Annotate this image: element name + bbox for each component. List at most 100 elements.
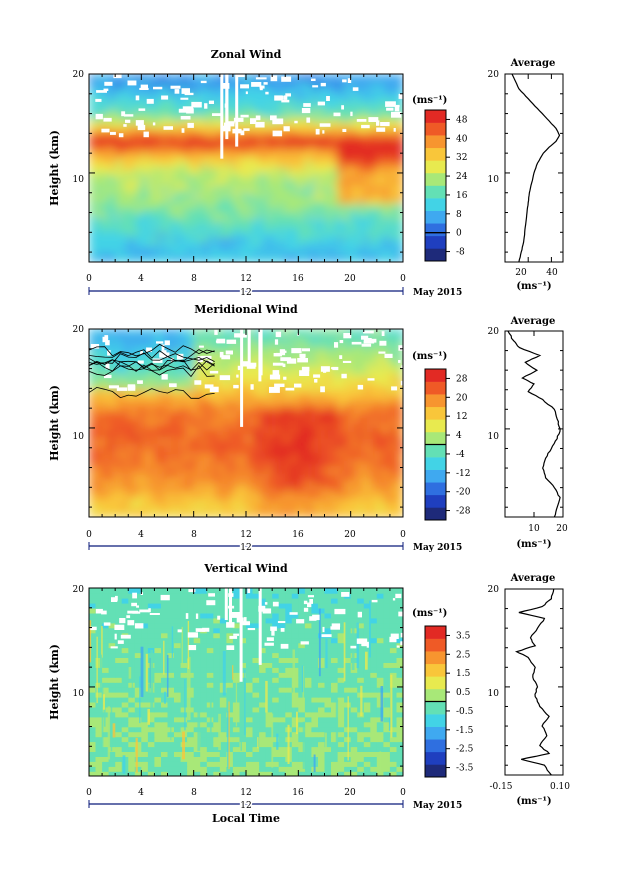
heatmap-cell	[389, 716, 398, 723]
heatmap-cell	[200, 108, 208, 115]
heatmap-cell	[200, 212, 208, 219]
heatmap-cell	[193, 329, 201, 335]
data-gap	[301, 366, 310, 372]
colorbar-swatch	[425, 457, 446, 470]
heatmap-cell	[141, 197, 149, 204]
heatmap-cell	[108, 212, 116, 219]
heatmap-cell	[226, 153, 234, 159]
heatmap-cell	[141, 148, 149, 154]
heatmap-cell	[167, 257, 175, 262]
heatmap-cell	[370, 363, 378, 370]
heatmap-cell	[318, 731, 326, 738]
heatmap-cell	[324, 83, 332, 90]
heatmap-cell	[389, 252, 398, 258]
heatmap-cell	[350, 457, 358, 464]
heatmap-cell	[226, 512, 234, 517]
heatmap-cell	[89, 163, 97, 169]
heatmap-cell	[108, 437, 116, 444]
heatmap-cell	[389, 403, 398, 409]
heatmap-cell	[141, 761, 149, 767]
heatmap-cell	[147, 217, 156, 224]
heatmap-cell	[383, 482, 391, 489]
heatmap-cell	[324, 482, 332, 489]
heatmap-cell	[154, 232, 162, 238]
heatmap-cell	[311, 741, 319, 748]
heatmap-cell	[193, 222, 201, 229]
colorbar-tick-label: 48	[456, 115, 468, 125]
heatmap-cell	[121, 222, 129, 229]
heatmap-cell	[311, 232, 319, 238]
heatmap-cell	[324, 108, 332, 115]
heatmap-cell	[232, 502, 241, 508]
heatmap-cell	[265, 363, 273, 370]
heatmap-cell	[337, 232, 345, 238]
heatmap-cell	[298, 487, 306, 493]
heatmap-cell	[376, 118, 385, 125]
heatmap-cell	[350, 197, 358, 204]
heatmap-cell	[95, 123, 103, 130]
heatmap-cell	[318, 442, 326, 449]
heatmap-cell	[331, 187, 339, 194]
heatmap-cell	[383, 108, 391, 115]
heatmap-cell	[239, 437, 247, 444]
heatmap-cell	[226, 502, 234, 508]
heatmap-cell	[396, 158, 403, 164]
heatmap-cell	[291, 202, 300, 209]
heatmap-cell	[370, 388, 378, 395]
heatmap-cell	[128, 368, 136, 375]
heatmap-cell	[193, 472, 201, 479]
heatmap-cell	[147, 168, 156, 174]
heatmap-cell	[383, 363, 391, 370]
heatmap-cell	[291, 88, 300, 95]
heatmap-cell	[298, 408, 306, 414]
heatmap-cell	[396, 507, 403, 513]
heatmap-cell	[102, 212, 110, 219]
heatmap-cell	[115, 457, 123, 464]
heatmap-cell	[370, 457, 378, 464]
heatmap-cell	[226, 472, 234, 479]
heatmap-cell	[311, 512, 319, 517]
x-tick-label: 16	[292, 274, 304, 284]
heatmap-cell	[370, 418, 378, 424]
heatmap-cell	[324, 74, 332, 80]
heatmap-cell	[285, 427, 293, 434]
heatmap-cell	[376, 383, 385, 390]
heatmap-cell	[350, 148, 358, 154]
average-unit: (ms⁻¹)	[516, 281, 551, 292]
heatmap-cell	[337, 368, 345, 375]
heatmap-cell	[134, 338, 143, 345]
heatmap-cell	[180, 457, 188, 464]
heatmap-cell	[363, 217, 372, 224]
heatmap-cell	[324, 153, 332, 159]
heatmap-cell	[89, 133, 97, 140]
heatmap-cell	[161, 751, 169, 757]
heatmap-cell	[272, 442, 280, 449]
heatmap-cell	[200, 457, 208, 464]
heatmap-cell	[370, 726, 378, 733]
data-gap	[137, 360, 144, 364]
heatmap-cell	[115, 103, 123, 110]
heatmap-cell	[154, 706, 162, 713]
heatmap-cell	[121, 252, 129, 258]
heatmap-cell	[291, 83, 300, 90]
heatmap-cell	[318, 383, 326, 390]
heatmap-cell	[128, 408, 136, 414]
data-gap	[301, 108, 311, 114]
heatmap-cell	[285, 368, 293, 375]
heatmap-cell	[376, 363, 385, 370]
heatmap-cell	[357, 507, 365, 513]
heatmap-cell	[272, 741, 280, 748]
heatmap-cell	[278, 197, 286, 204]
heatmap-cell	[167, 437, 175, 444]
heatmap-cell	[344, 252, 352, 258]
heatmap-cell	[246, 172, 254, 179]
heatmap-cell	[141, 88, 149, 95]
meridional-ytick-20: 20	[73, 325, 85, 335]
heatmap-cell	[161, 333, 169, 340]
heatmap-cell	[350, 696, 358, 703]
heatmap-cell	[174, 227, 182, 234]
data-gap	[306, 117, 311, 123]
heatmap-cell	[115, 113, 123, 120]
heatmap-cell	[370, 487, 378, 493]
heatmap-cell	[167, 242, 175, 248]
